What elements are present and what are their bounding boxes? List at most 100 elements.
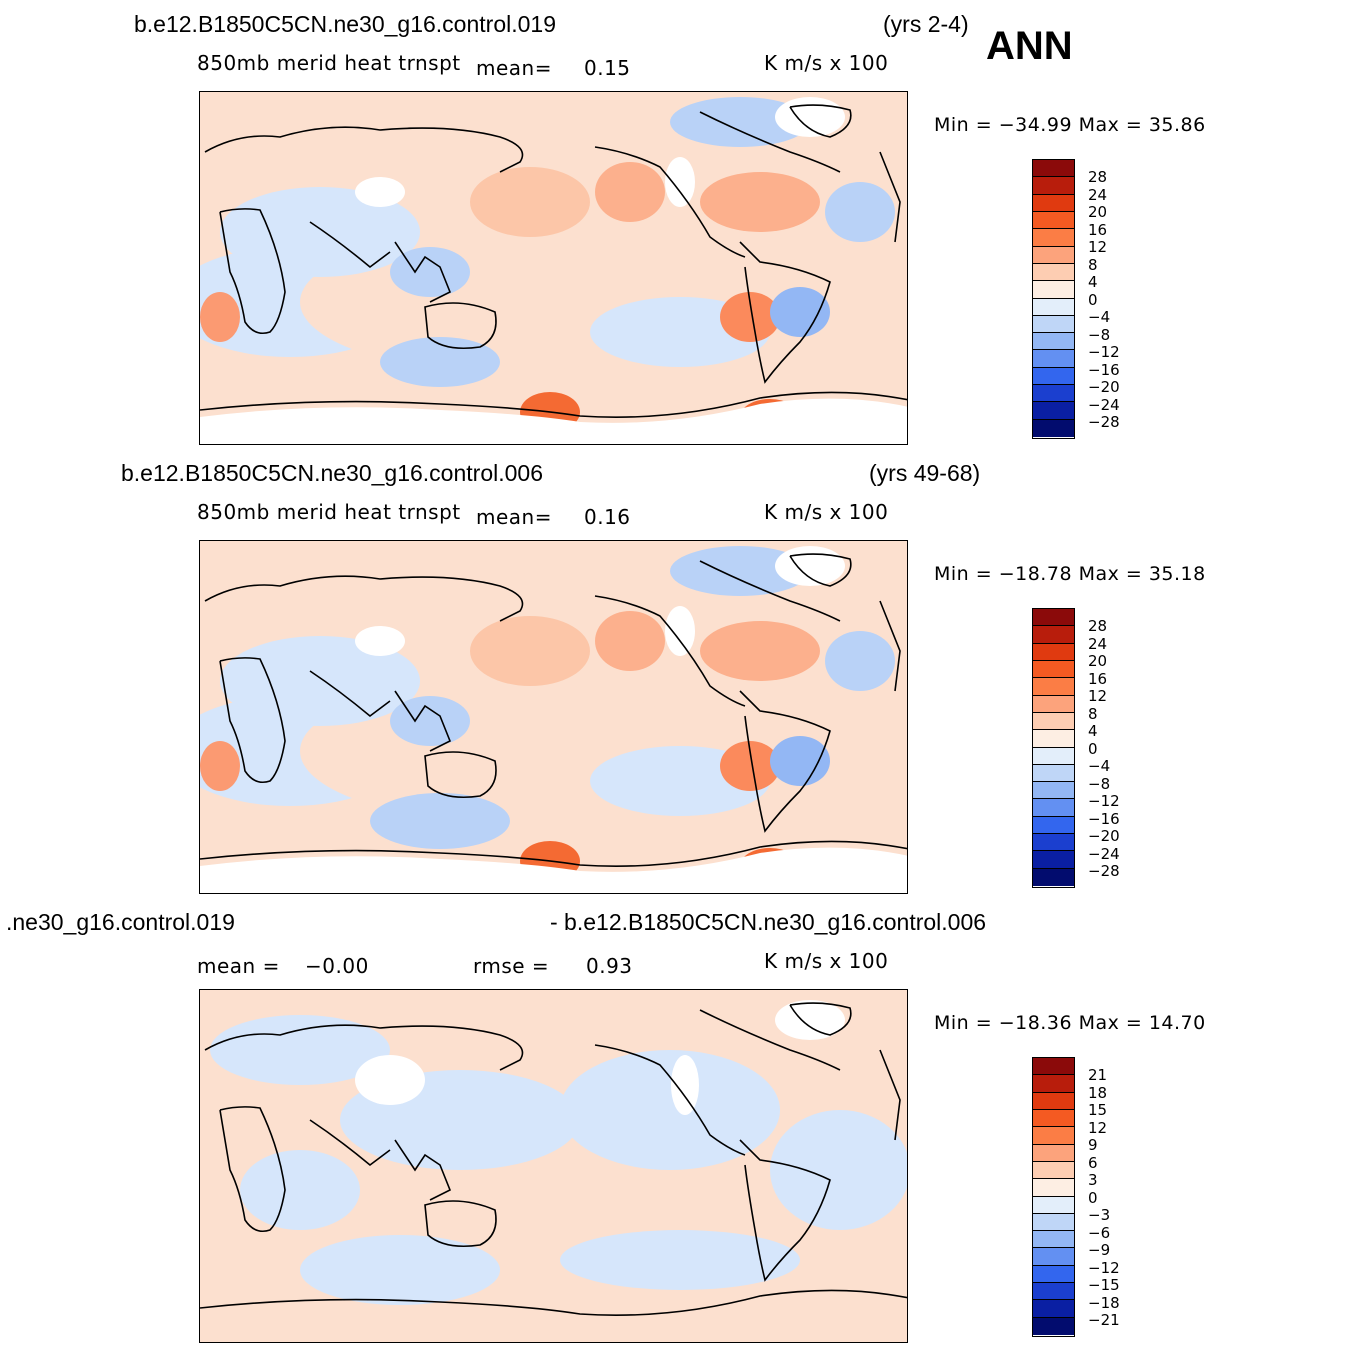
panel1-cb-label: 24 [1088,186,1108,204]
panel3-cb-label: 3 [1088,1171,1098,1189]
panel3-cb-label: 6 [1088,1154,1098,1172]
colorbar-box [1033,695,1074,713]
colorbar-box [1033,712,1074,731]
panel2-cb-label: 12 [1088,687,1108,705]
panel2-mean-value: 0.16 [584,505,631,529]
panel2-colorbar-boxes [1033,609,1074,886]
panel3-cb-label: 9 [1088,1136,1098,1154]
colorbar-box [1033,281,1074,299]
colorbar-box [1033,194,1074,212]
panel3-cb-label: 0 [1088,1189,1098,1207]
panel3-cb-label: −3 [1088,1206,1111,1224]
panel3-cb-label: −21 [1088,1311,1120,1329]
colorbar-box [1033,1300,1074,1318]
panel3-mean-label: mean = [197,954,280,978]
panel2-years: (yrs 49-68) [869,460,981,486]
panel3-map-field [200,1000,907,1316]
panel2-minmax: Min = −18.78 Max = 35.18 [934,563,1206,585]
panel2-cb-label: 4 [1088,722,1098,740]
panel1-cb-label: −4 [1088,308,1111,326]
colorbar-box [1033,1058,1074,1076]
panel3-field-anomalies [210,1000,907,1305]
panel1-cb-label: −12 [1088,343,1120,361]
colorbar-box [1033,799,1074,817]
panel1-cb-label: 16 [1088,221,1108,239]
panel1-cb-label: 20 [1088,203,1108,221]
colorbar-box [1033,315,1074,334]
colorbar-box [1033,1283,1074,1301]
panel2-units: K m/s x 100 [764,500,889,524]
panel2-cb-label: −24 [1088,845,1120,863]
panel1-mean-label: mean= [476,56,552,80]
panel3-case-right: - b.e12.B1850C5CN.ne30_g16.control.006 [550,909,987,935]
colorbar-box [1033,1075,1074,1093]
colorbar-box [1033,1196,1074,1214]
panel1-cb-label: −20 [1088,378,1120,396]
panel3-mean-value: −0.00 [305,954,369,978]
colorbar-box [1033,1231,1074,1249]
panel2-cb-label: 0 [1088,740,1098,758]
panel1-units: K m/s x 100 [764,51,889,75]
panel3-cb-label: −12 [1088,1259,1120,1277]
colorbar-box [1033,246,1074,264]
panel1-variable: 850mb merid heat trnspt [197,51,461,75]
panel3-units: K m/s x 100 [764,949,889,973]
panel1-cb-label: 8 [1088,256,1098,274]
panel1-minmax: Min = −34.99 Max = 35.86 [934,114,1206,136]
panel1-cb-label: −8 [1088,326,1111,344]
panel2-variable: 850mb merid heat trnspt [197,500,461,524]
colorbar-box [1033,333,1074,351]
panel2-cb-label: −20 [1088,827,1120,845]
panel2-colorbar [1032,608,1075,888]
panel3-case-left: .ne30_g16.control.019 [6,909,235,935]
colorbar-box [1033,660,1074,679]
panel2-cb-label: −12 [1088,792,1120,810]
panel2-cb-label: 28 [1088,617,1108,635]
panel1-coastlines [200,104,907,418]
panel2-cb-label: 20 [1088,652,1108,670]
panel2-field-anomalies [200,546,907,893]
colorbar-box [1033,1127,1074,1145]
colorbar-box [1033,350,1074,368]
panel1-cb-label: −28 [1088,413,1120,431]
panel2-cb-label: −28 [1088,862,1120,880]
panel3-colorbar-boxes [1033,1058,1074,1335]
panel2-cb-label: 8 [1088,705,1098,723]
colorbar-box [1033,177,1074,195]
colorbar-box [1033,1144,1074,1162]
colorbar-box [1033,747,1074,765]
panel1-field-anomalies [200,97,907,444]
colorbar-box [1033,298,1074,316]
panel2-coastlines [200,553,907,867]
colorbar-box [1033,160,1074,178]
panel3-cb-label: −6 [1088,1224,1111,1242]
panel3-cb-label: 12 [1088,1119,1108,1137]
panel3-cb-label: −15 [1088,1276,1120,1294]
panel1-case-title: b.e12.B1850C5CN.ne30_g16.control.019 [134,11,556,37]
colorbar-box [1033,229,1074,247]
panel1-map [199,91,908,445]
panel3-coastlines [200,1002,907,1316]
panel3-cb-label: −9 [1088,1241,1111,1259]
panel1-cb-label: 0 [1088,291,1098,309]
panel1-map-field [200,97,907,444]
panel1-cb-label: −24 [1088,396,1120,414]
panel3-cb-label: −18 [1088,1294,1120,1312]
colorbar-box [1033,730,1074,748]
panel2-case-title: b.e12.B1850C5CN.ne30_g16.control.006 [121,460,543,486]
colorbar-box [1033,834,1074,852]
panel2-cb-label: −4 [1088,757,1111,775]
colorbar-box [1033,643,1074,661]
colorbar-box [1033,1161,1074,1180]
colorbar-box [1033,868,1074,886]
colorbar-box [1033,211,1074,230]
colorbar-box [1033,402,1074,420]
panel2-cb-label: −16 [1088,810,1120,828]
season-label: ANN [986,24,1073,68]
panel3-colorbar [1032,1057,1075,1337]
colorbar-box [1033,1248,1074,1266]
panel2-map [199,540,908,894]
colorbar-box [1033,419,1074,437]
colorbar-box [1033,1179,1074,1197]
colorbar-box [1033,1092,1074,1110]
